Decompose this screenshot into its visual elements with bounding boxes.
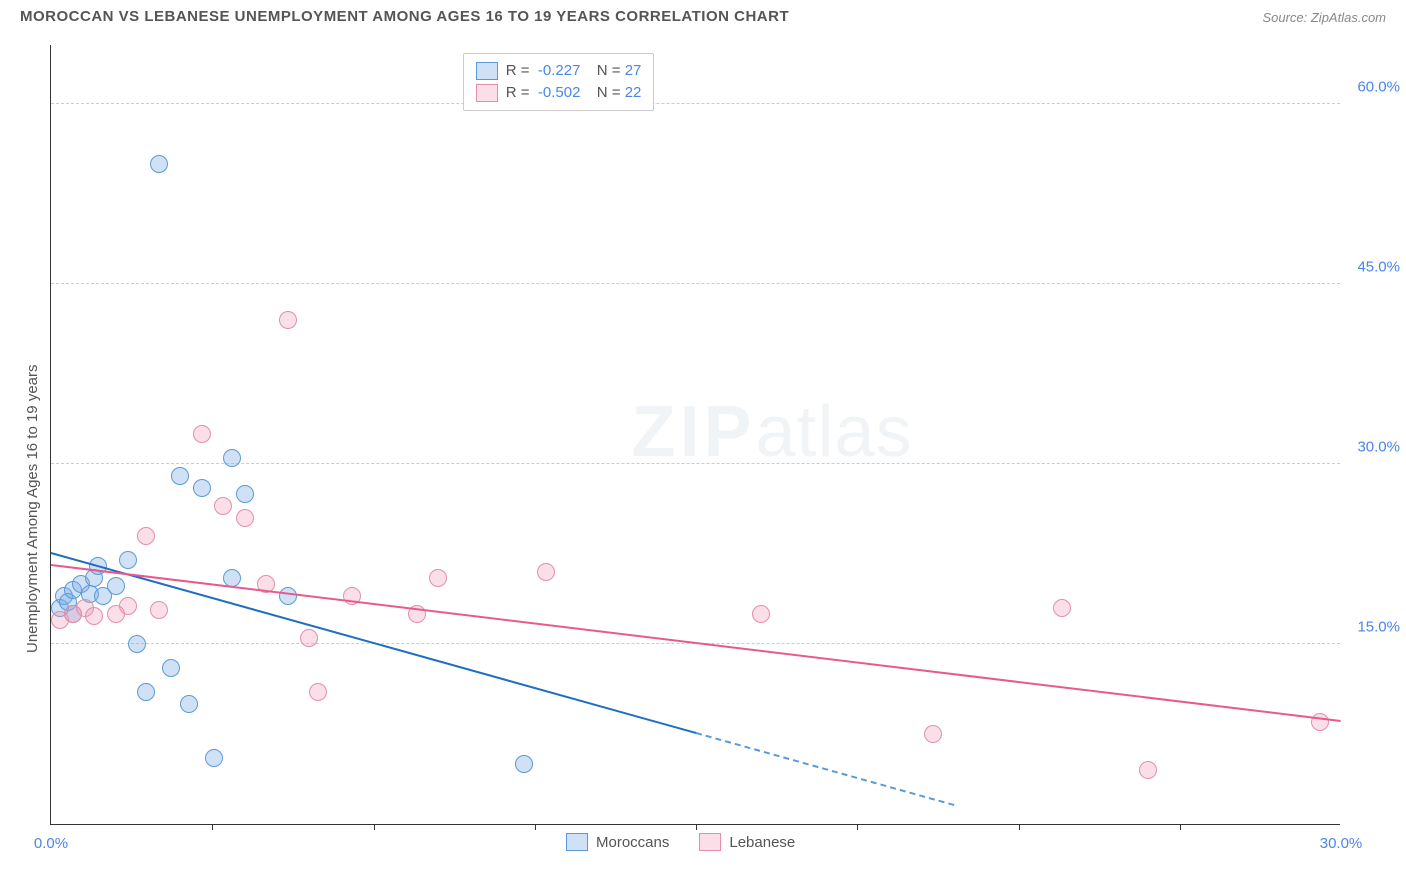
y-tick-label: 30.0% xyxy=(1357,439,1400,456)
scatter-point xyxy=(150,601,168,619)
series-legend: Moroccans Lebanese xyxy=(566,833,795,851)
x-tick-label: 30.0% xyxy=(1320,835,1363,852)
scatter-point xyxy=(1139,761,1157,779)
x-tick xyxy=(374,824,375,830)
legend-n-label: N = 22 xyxy=(588,84,641,101)
scatter-point xyxy=(150,155,168,173)
scatter-point xyxy=(236,485,254,503)
scatter-point xyxy=(193,425,211,443)
scatter-point xyxy=(85,607,103,625)
x-tick xyxy=(1180,824,1181,830)
legend-item: Moroccans xyxy=(566,833,669,851)
y-axis-title: Unemployment Among Ages 16 to 19 years xyxy=(24,365,41,654)
legend-swatch xyxy=(699,833,721,851)
scatter-point xyxy=(752,605,770,623)
correlation-legend: R = -0.227 N = 27R = -0.502 N = 22 xyxy=(463,53,655,111)
source-attribution: Source: ZipAtlas.com xyxy=(1262,10,1386,25)
legend-r-label: R = -0.502 xyxy=(506,84,581,101)
scatter-point xyxy=(137,527,155,545)
scatter-point xyxy=(300,629,318,647)
watermark: ZIPatlas xyxy=(632,391,913,473)
legend-swatch xyxy=(566,833,588,851)
scatter-point xyxy=(429,569,447,587)
x-tick-label: 0.0% xyxy=(34,835,68,852)
scatter-point xyxy=(279,587,297,605)
x-tick xyxy=(535,824,536,830)
legend-row: R = -0.502 N = 22 xyxy=(476,82,642,104)
chart-title: MOROCCAN VS LEBANESE UNEMPLOYMENT AMONG … xyxy=(20,8,789,25)
x-tick xyxy=(857,824,858,830)
gridline-horizontal xyxy=(51,463,1340,464)
y-tick-label: 60.0% xyxy=(1357,79,1400,96)
legend-row: R = -0.227 N = 27 xyxy=(476,60,642,82)
scatter-point xyxy=(1053,599,1071,617)
scatter-point xyxy=(128,635,146,653)
scatter-point xyxy=(137,683,155,701)
legend-swatch xyxy=(476,62,498,80)
watermark-light: atlas xyxy=(756,392,913,472)
plot-area: ZIPatlas 15.0%30.0%45.0%60.0%0.0%30.0% xyxy=(50,45,1340,825)
chart-header: MOROCCAN VS LEBANESE UNEMPLOYMENT AMONG … xyxy=(0,0,1406,40)
scatter-point xyxy=(214,497,232,515)
scatter-point xyxy=(119,597,137,615)
scatter-point xyxy=(107,577,125,595)
legend-series-name: Lebanese xyxy=(729,834,795,851)
scatter-point xyxy=(180,695,198,713)
legend-r-label: R = -0.227 xyxy=(506,62,581,79)
scatter-point xyxy=(309,683,327,701)
scatter-point xyxy=(515,755,533,773)
scatter-point xyxy=(162,659,180,677)
scatter-point xyxy=(279,311,297,329)
scatter-point xyxy=(223,449,241,467)
legend-series-name: Moroccans xyxy=(596,834,669,851)
scatter-point xyxy=(236,509,254,527)
x-tick xyxy=(696,824,697,830)
x-tick xyxy=(212,824,213,830)
legend-item: Lebanese xyxy=(699,833,795,851)
scatter-point xyxy=(171,467,189,485)
gridline-horizontal xyxy=(51,103,1340,104)
scatter-point xyxy=(205,749,223,767)
gridline-horizontal xyxy=(51,283,1340,284)
scatter-point xyxy=(924,725,942,743)
regression-line-dashed xyxy=(696,732,955,806)
scatter-point xyxy=(193,479,211,497)
y-tick-label: 15.0% xyxy=(1357,619,1400,636)
legend-n-label: N = 27 xyxy=(588,62,641,79)
watermark-bold: ZIP xyxy=(632,392,756,472)
y-tick-label: 45.0% xyxy=(1357,259,1400,276)
legend-swatch xyxy=(476,84,498,102)
scatter-point xyxy=(537,563,555,581)
scatter-point xyxy=(119,551,137,569)
x-tick xyxy=(1019,824,1020,830)
